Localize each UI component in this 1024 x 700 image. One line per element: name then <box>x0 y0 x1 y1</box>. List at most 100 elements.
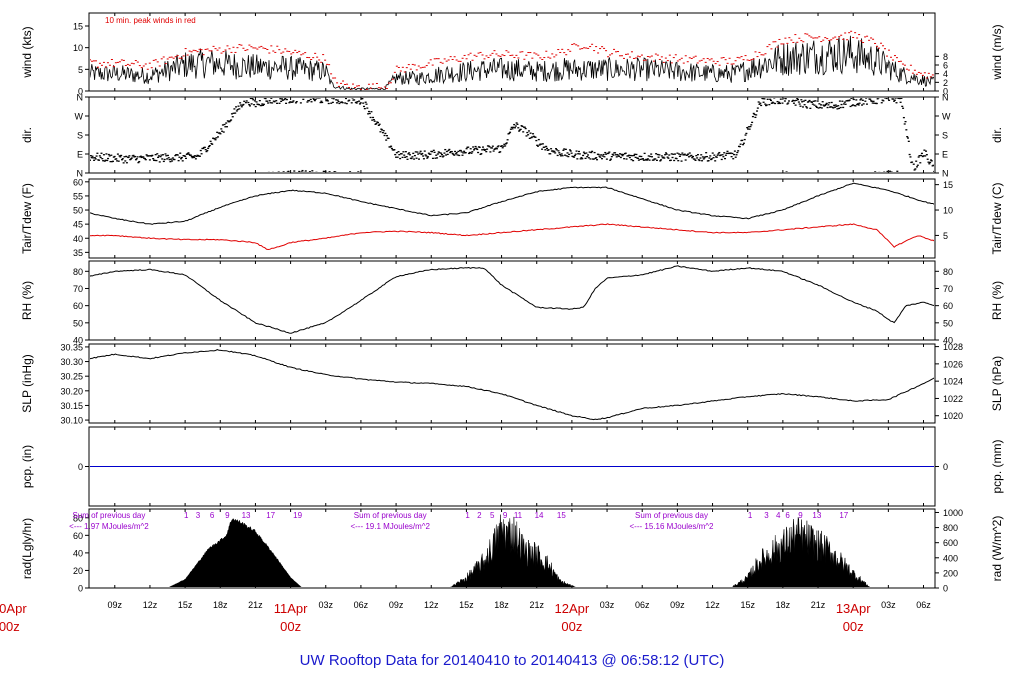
dir-point <box>335 99 338 101</box>
wind-peak-dot <box>609 54 612 56</box>
dir-point <box>108 155 111 157</box>
dir-point <box>600 158 603 160</box>
dir-point <box>375 122 378 125</box>
dir-point <box>544 149 547 151</box>
time-tick-label: 21z <box>529 600 544 610</box>
wind-peak-dot <box>720 57 723 59</box>
dir-point <box>909 156 912 158</box>
wind-peak-dot <box>220 52 223 54</box>
wind-peak-dot <box>816 37 819 39</box>
dir-point <box>226 126 229 128</box>
dir-point <box>514 125 517 127</box>
dir-point <box>237 105 240 107</box>
slp-ytick-label: 30.35 <box>60 342 83 352</box>
dir-point <box>225 122 228 124</box>
dir-point <box>662 156 665 158</box>
dir-point <box>929 161 932 164</box>
dir-point <box>253 100 256 102</box>
dir-point <box>841 100 844 102</box>
wind-peak-dot <box>216 49 219 51</box>
wind-peak-dot <box>694 55 697 57</box>
dir-point <box>752 112 755 115</box>
temp-ytick-label: 55 <box>73 191 83 201</box>
dir-point <box>658 154 661 156</box>
dir-point <box>427 152 430 154</box>
dir-point <box>778 101 781 103</box>
dir-point <box>325 100 328 102</box>
dir-point <box>509 131 512 133</box>
dir-point <box>353 99 356 101</box>
wind-peak-dot <box>676 60 679 62</box>
dir-point <box>332 98 335 100</box>
wind-peak-dot <box>150 67 153 69</box>
dir-point <box>762 101 765 103</box>
dir-point <box>310 101 313 103</box>
dir-point <box>593 151 596 154</box>
wind-peak-dot <box>638 56 641 58</box>
dir-point <box>118 155 121 157</box>
dir-point <box>683 153 686 155</box>
rad-hour-mark: 14 <box>535 511 544 520</box>
wind-peak-dot <box>617 51 620 53</box>
wind-peak-dot <box>744 55 747 57</box>
wind-peak-dot <box>457 60 460 62</box>
dir-point <box>899 101 902 103</box>
wind-peak-dot <box>917 71 920 73</box>
wind-peak-dot <box>901 63 904 65</box>
dir-ytick-right-label: N <box>942 169 949 179</box>
wind-peak-dot <box>144 63 147 65</box>
wind-peak-dot <box>804 33 807 35</box>
rad-hour-mark: 9 <box>798 511 803 520</box>
dir-ylabel: dir. <box>20 127 34 143</box>
dir-point <box>802 100 805 102</box>
dir-point <box>671 156 674 159</box>
dir-point <box>205 150 208 153</box>
dir-point <box>312 98 315 99</box>
wind-peak-dot <box>481 54 484 56</box>
dir-point <box>163 158 166 161</box>
dir-point <box>320 100 323 102</box>
dir-point <box>365 103 368 105</box>
wind-peak-dot <box>736 56 739 58</box>
dir-point <box>566 152 569 154</box>
wind-peak-dot <box>678 59 681 61</box>
dir-point <box>578 153 581 155</box>
dir-point <box>150 155 153 157</box>
dir-point <box>859 99 862 101</box>
dir-point <box>700 154 703 156</box>
dir-point <box>109 160 112 163</box>
dir-point <box>926 158 929 160</box>
wind-annotation: 10 min. peak winds in red <box>105 16 196 25</box>
wind-peak-dot <box>820 41 823 43</box>
dir-point <box>463 150 466 152</box>
wind-peak-dot <box>314 52 317 54</box>
wind-peak-dot <box>658 58 661 60</box>
wind-peak-dot <box>421 66 424 68</box>
dir-point <box>871 102 874 104</box>
dir-point <box>898 98 901 100</box>
wind-peak-dot <box>485 55 488 57</box>
wind-peak-dot <box>626 53 629 55</box>
dir-point <box>129 159 132 161</box>
dir-point <box>314 98 317 101</box>
wind-peak-dot <box>262 47 265 49</box>
wind-peak-dot <box>692 56 695 58</box>
dir-point <box>153 159 156 162</box>
dir-point <box>193 156 196 158</box>
dir-point <box>649 155 652 158</box>
wind-peak-dot <box>377 87 380 89</box>
wind-peak-dot <box>210 50 213 52</box>
dir-point <box>219 133 222 135</box>
dir-point <box>106 159 109 162</box>
wind-peak-dot <box>352 83 355 85</box>
wind-peak-dot <box>228 48 231 50</box>
wind-peak-dot <box>907 69 910 71</box>
wind-peak-dot <box>921 74 924 76</box>
dir-point <box>331 98 334 99</box>
rh-ytick-right-label: 70 <box>943 284 953 294</box>
wind-ytick-right-label: 0 <box>943 87 948 97</box>
wind-peak-dot <box>357 85 360 87</box>
wind-peak-dot <box>128 64 131 66</box>
wind-speed-line <box>90 35 934 90</box>
dir-point <box>710 158 713 160</box>
